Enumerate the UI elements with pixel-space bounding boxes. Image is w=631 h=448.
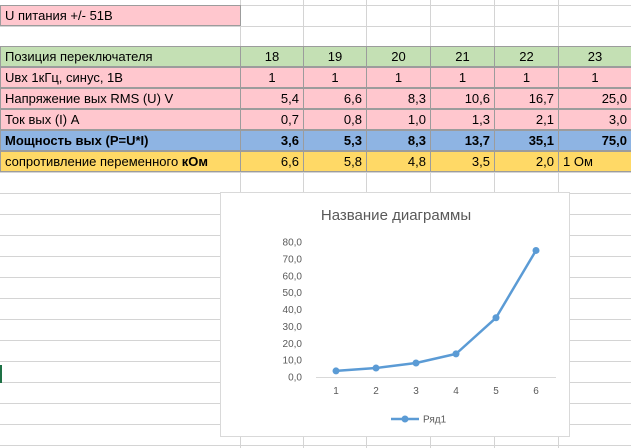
data-point: [532, 246, 540, 254]
supply-voltage-cell[interactable]: U питания +/- 51В: [0, 5, 241, 26]
row-label-cell[interactable]: Мощность вых (P=U*I): [0, 130, 241, 151]
x-tick-label: 5: [493, 386, 499, 397]
row-value-cell[interactable]: 3,0: [558, 109, 631, 130]
resistance-value-cell[interactable]: 6,6: [240, 151, 304, 172]
legend-label: Ряд1: [423, 415, 447, 426]
data-point: [332, 367, 340, 375]
row-value-cell[interactable]: 75,0: [558, 130, 631, 151]
row-label-cell[interactable]: Uвх 1кГц, синус, 1В: [0, 67, 241, 88]
header-value-cell[interactable]: 19: [303, 46, 367, 67]
y-tick-label: 0,0: [288, 373, 302, 384]
row-value-cell[interactable]: 1: [303, 67, 367, 88]
data-point: [452, 350, 460, 358]
resistance-unit-text: кОм: [181, 154, 209, 169]
header-value-cell[interactable]: 18: [240, 46, 304, 67]
row-value-cell[interactable]: 0,8: [303, 109, 367, 130]
row-value-cell[interactable]: 25,0: [558, 88, 631, 109]
row-value-cell[interactable]: 0,7: [240, 109, 304, 130]
y-tick-label: 70,0: [283, 254, 303, 265]
row-value-cell[interactable]: 1: [366, 67, 431, 88]
resistance-value-cell[interactable]: 2,0: [494, 151, 559, 172]
resistance-value-cell[interactable]: 4,8: [366, 151, 431, 172]
row-value-cell[interactable]: 3,6: [240, 130, 304, 151]
row-label-cell[interactable]: Ток вых (I) A: [0, 109, 241, 130]
row-value-cell[interactable]: 5,4: [240, 88, 304, 109]
y-tick-label: 10,0: [283, 356, 303, 367]
row-value-cell[interactable]: 5,3: [303, 130, 367, 151]
header-label-cell[interactable]: Позиция переключателя: [0, 46, 241, 67]
row-value-cell[interactable]: 1: [430, 67, 495, 88]
y-tick-label: 60,0: [283, 271, 303, 282]
row-value-cell[interactable]: 35,1: [494, 130, 559, 151]
row-value-cell[interactable]: 6,6: [303, 88, 367, 109]
row-value-cell[interactable]: 1: [494, 67, 559, 88]
data-point: [412, 359, 420, 367]
row-label-cell[interactable]: Напряжение вых RMS (U) V: [0, 88, 241, 109]
y-tick-label: 30,0: [283, 322, 303, 333]
x-tick-label: 3: [413, 386, 419, 397]
resistance-label-cell[interactable]: сопротивление переменного кОм: [0, 151, 241, 172]
header-value-cell[interactable]: 23: [558, 46, 631, 67]
row-value-cell[interactable]: 1: [558, 67, 631, 88]
header-value-cell[interactable]: 22: [494, 46, 559, 67]
y-tick-label: 40,0: [283, 305, 303, 316]
series-line: [335, 249, 538, 373]
resistance-value-cell[interactable]: 3,5: [430, 151, 495, 172]
y-tick-label: 50,0: [283, 288, 303, 299]
selection-marker: [0, 365, 2, 383]
data-point: [372, 364, 380, 372]
resistance-value-cell[interactable]: 5,8: [303, 151, 367, 172]
y-tick-label: 20,0: [283, 339, 303, 350]
legend-marker: [401, 415, 409, 423]
x-tick-label: 2: [373, 386, 379, 397]
row-value-cell[interactable]: 13,7: [430, 130, 495, 151]
x-tick-label: 1: [333, 386, 339, 397]
row-value-cell[interactable]: 1: [240, 67, 304, 88]
chart-canvas: Название диаграммы 0,0 10,0 20,0 30,0 40,0 50,…: [283, 207, 556, 426]
header-value-cell[interactable]: 20: [366, 46, 431, 67]
resistance-label-text: сопротивление переменного: [5, 154, 182, 169]
data-point: [492, 314, 500, 322]
resistance-value-cell[interactable]: 1 Ом: [558, 151, 631, 172]
row-value-cell[interactable]: 10,6: [430, 88, 495, 109]
row-value-cell[interactable]: 2,1: [494, 109, 559, 130]
header-value-cell[interactable]: 21: [430, 46, 495, 67]
y-tick-label: 80,0: [283, 238, 303, 249]
x-tick-label: 6: [533, 386, 539, 397]
chart-title: Название диаграммы: [321, 207, 471, 224]
row-value-cell[interactable]: 1,3: [430, 109, 495, 130]
row-value-cell[interactable]: 8,3: [366, 88, 431, 109]
row-value-cell[interactable]: 8,3: [366, 130, 431, 151]
row-value-cell[interactable]: 16,7: [494, 88, 559, 109]
chart[interactable]: Название диаграммы 0,0 10,0 20,0 30,0 40,0 50,…: [220, 192, 570, 437]
row-value-cell[interactable]: 1,0: [366, 109, 431, 130]
x-tick-label: 4: [453, 386, 459, 397]
